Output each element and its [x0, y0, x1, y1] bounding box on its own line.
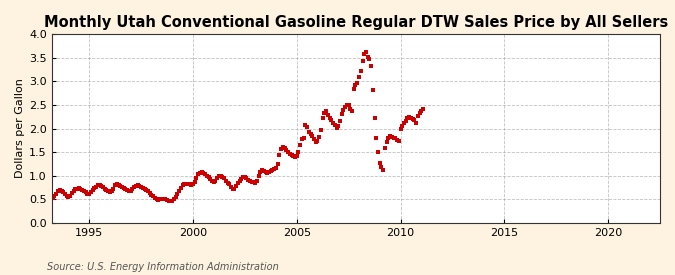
Text: Source: U.S. Energy Information Administration: Source: U.S. Energy Information Administ…: [47, 262, 279, 272]
Title: Monthly Utah Conventional Gasoline Regular DTW Sales Price by All Sellers: Monthly Utah Conventional Gasoline Regul…: [44, 15, 668, 30]
Y-axis label: Dollars per Gallon: Dollars per Gallon: [15, 79, 25, 178]
